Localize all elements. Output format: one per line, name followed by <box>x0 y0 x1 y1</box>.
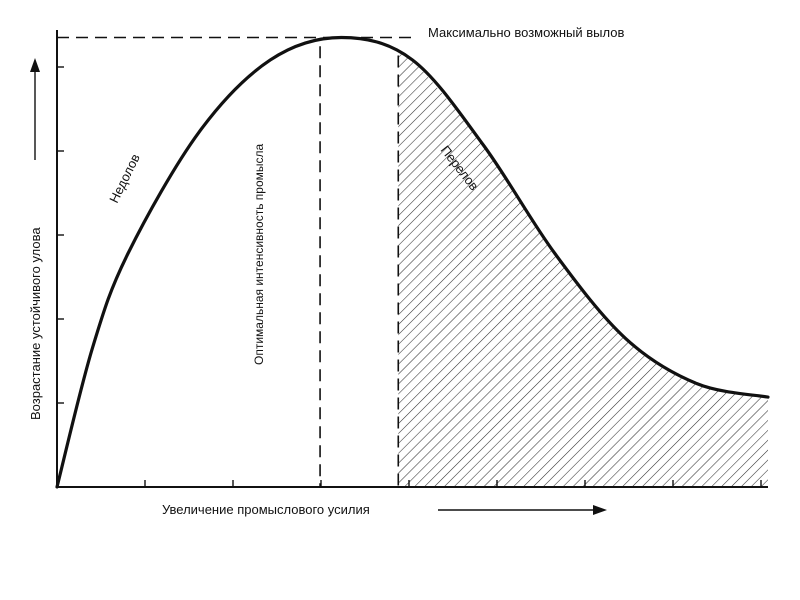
max-catch-label: Максимально возможный вылов <box>428 25 624 40</box>
x-ticks <box>144 480 762 487</box>
x-axis-label: Увеличение промыслового усилия <box>162 502 370 517</box>
y-axis-label: Возрастание устойчивого улова <box>28 227 43 420</box>
underfishing-label: Недолов <box>106 151 143 205</box>
y-axis-arrow-icon <box>30 58 40 72</box>
y-ticks <box>57 66 64 404</box>
overfishing-area <box>398 52 768 487</box>
yield-curve <box>55 35 770 489</box>
optimal-effort-label: Оптимальная интенсивность промысла <box>252 143 266 365</box>
x-axis-arrow-icon <box>593 505 607 515</box>
